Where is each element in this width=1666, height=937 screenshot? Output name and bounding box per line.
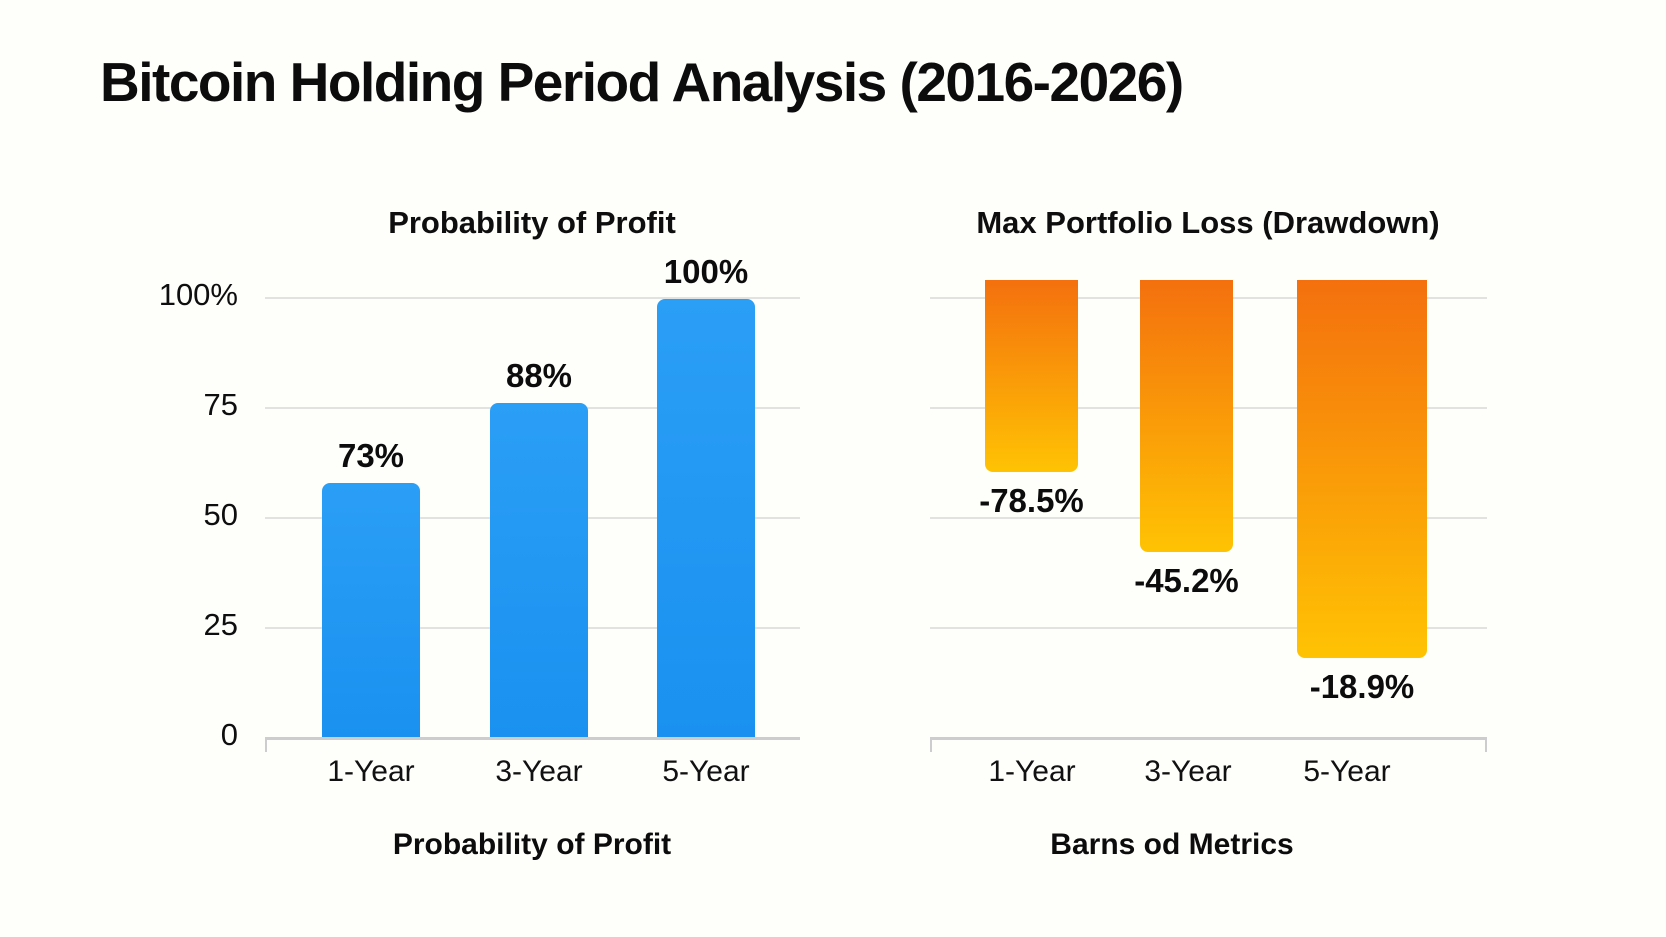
chart-title-probability: Probability of Profit xyxy=(388,205,676,240)
bar-3-year xyxy=(1140,280,1233,553)
bar-value-label: -18.9% xyxy=(1309,667,1415,705)
y-tick-label: 50 xyxy=(203,497,238,532)
x-tick-label-3-year: 3-Year xyxy=(1144,755,1232,788)
figure-title: Bitcoin Holding Period Analysis (2016-20… xyxy=(100,51,1184,113)
x-tick-label-1-year: 1-Year xyxy=(327,755,415,788)
chart-title-drawdown: Max Portfolio Loss (Drawdown) xyxy=(976,205,1440,240)
x-tick-label-3-year: 3-Year xyxy=(495,755,583,788)
bar-value-label: 88% xyxy=(505,357,573,395)
x-tick-label-5-year: 5-Year xyxy=(662,755,750,788)
x-tick-label-5-year: 5-Year xyxy=(1303,755,1391,788)
axis-tick xyxy=(1485,737,1487,752)
x-axis-title-drawdown: Barns od Metrics xyxy=(1050,828,1294,861)
bar-value-label: 100% xyxy=(663,253,749,291)
bar-value-label: 73% xyxy=(337,437,405,475)
axis-tick xyxy=(930,737,932,752)
gridline xyxy=(930,627,1487,629)
y-tick-label: 100% xyxy=(158,277,238,312)
gridline xyxy=(930,737,1487,740)
bar-3-year xyxy=(490,403,588,737)
x-axis-title-probability: Probability of Profit xyxy=(392,828,672,861)
y-tick-label: 75 xyxy=(203,387,238,422)
y-tick-label: 0 xyxy=(220,717,238,752)
plot-area-drawdown: -78.5% 1-Year -45.2% 3-Year -18.9% 5-Year xyxy=(930,280,1487,788)
bar-1-year xyxy=(985,280,1078,473)
gridline xyxy=(265,297,800,299)
gridline xyxy=(265,737,800,740)
y-tick-label: 25 xyxy=(203,607,238,642)
bar-5-year xyxy=(1297,280,1427,658)
axis-tick xyxy=(265,737,267,752)
x-tick-label-1-year: 1-Year xyxy=(988,755,1076,788)
bar-1-year xyxy=(322,483,420,737)
bar-value-label: -78.5% xyxy=(979,482,1084,520)
bar-value-label: -45.2% xyxy=(1134,562,1239,600)
bar-5-year xyxy=(657,299,755,737)
plot-area-probability: 100% 75 50 25 0 73% 1-Year 88% 3-Year 100% 5-Year xyxy=(159,253,800,788)
